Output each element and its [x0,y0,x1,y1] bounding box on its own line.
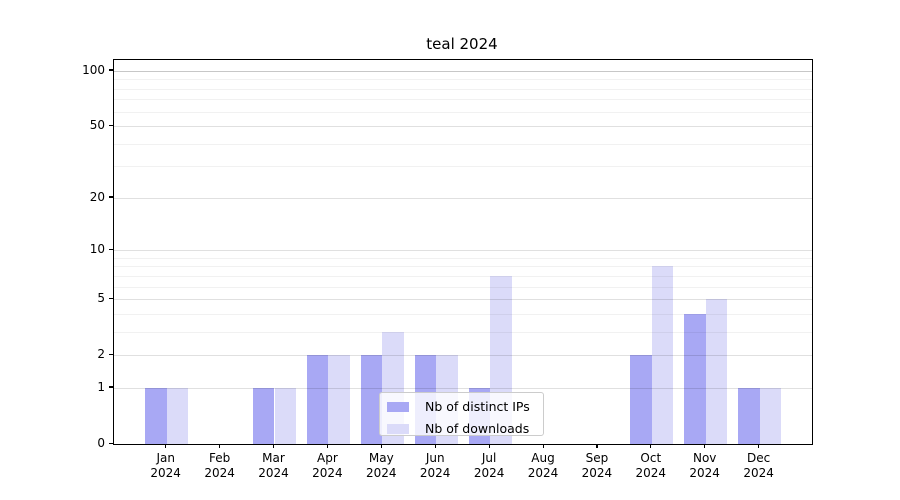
bar-downloads [166,387,189,444]
bar-distinct-ips [145,387,167,444]
bar-downloads [705,299,728,444]
y-tick-label: 1 [97,379,105,394]
gridline-major [114,70,812,72]
x-tick-label: Oct 2024 [635,451,667,480]
x-tick-label: Mar 2024 [258,451,289,480]
x-tick-mark [380,444,382,448]
legend-label-distinct-ips: Nb of distinct IPs [425,398,530,414]
bar-downloads [274,387,297,444]
legend: Nb of distinct IPs Nb of downloads [379,392,544,436]
y-tick-mark [109,297,113,299]
y-tick-label: 100 [82,62,105,77]
chart-title: teal 2024 [426,35,498,53]
x-tick-mark [542,444,544,448]
bar-distinct-ips [252,387,275,444]
y-tick-mark [109,248,113,250]
x-tick-mark [596,444,598,448]
x-tick-mark [165,444,167,448]
y-tick-label: 10 [89,242,105,257]
x-tick-label: Jan 2024 [150,451,181,480]
gridline-major [114,299,812,301]
x-tick-label: Dec 2024 [743,451,774,480]
bar-downloads [651,266,674,444]
bar-distinct-ips [630,355,652,444]
y-tick-mark [109,124,113,126]
x-tick-label: Aug 2024 [527,451,559,480]
bar-distinct-ips [306,355,329,444]
x-tick-mark [434,444,436,448]
legend-swatch-downloads-icon [387,423,409,434]
gridline-minor [114,257,812,259]
gridline-minor [114,79,812,81]
gridline-minor [114,88,812,90]
gridline-major [114,197,812,199]
plot-area [113,59,813,445]
gridline-major [114,250,812,252]
x-tick-mark [650,444,652,448]
bar-downloads [328,355,350,444]
x-tick-mark [219,444,221,448]
legend-item-distinct-ips: Nb of distinct IPs [387,398,535,415]
gridline-minor [114,266,812,268]
y-tick-label: 50 [89,118,105,133]
y-tick-mark [109,69,113,71]
bar-distinct-ips [738,387,760,444]
y-tick-label: 0 [97,436,105,450]
gridline-minor [114,286,812,288]
bar-distinct-ips [360,355,383,444]
gridline-minor [114,313,812,315]
x-tick-label: Sep 2024 [581,451,613,480]
x-tick-mark [704,444,706,448]
x-tick-mark [758,444,760,448]
x-tick-mark [273,444,275,448]
x-tick-mark [488,444,490,448]
y-tick-label: 20 [89,189,105,204]
y-tick-mark [109,196,113,198]
y-tick-mark [109,442,113,444]
gridline-minor [114,99,812,101]
y-tick-mark [109,386,113,388]
x-tick-label: Nov 2024 [689,451,720,480]
x-tick-label: Jul 2024 [473,451,505,480]
legend-label-downloads: Nb of downloads [425,420,530,436]
x-tick-label: Jun 2024 [419,451,451,480]
gridline-major [114,126,812,128]
y-tick-label: 5 [97,291,105,306]
gridlines-layer [114,60,812,444]
bar-downloads [759,387,782,444]
gridline-minor [114,143,812,145]
gridline-major [114,355,812,357]
x-tick-label: May 2024 [366,451,397,480]
y-tick-label: 2 [97,347,105,362]
gridline-minor [114,331,812,333]
gridline-minor [114,275,812,277]
y-tick-mark [109,353,113,355]
legend-swatch-distinct-ips-icon [387,401,409,412]
gridline-minor [114,111,812,113]
x-tick-mark [326,444,329,448]
gridline-major [114,387,812,389]
x-tick-label: Feb 2024 [204,451,235,480]
x-tick-label: Apr 2024 [312,451,343,480]
bar-distinct-ips [684,313,706,444]
legend-item-downloads: Nb of downloads [387,420,535,437]
gridline-minor [114,166,812,168]
